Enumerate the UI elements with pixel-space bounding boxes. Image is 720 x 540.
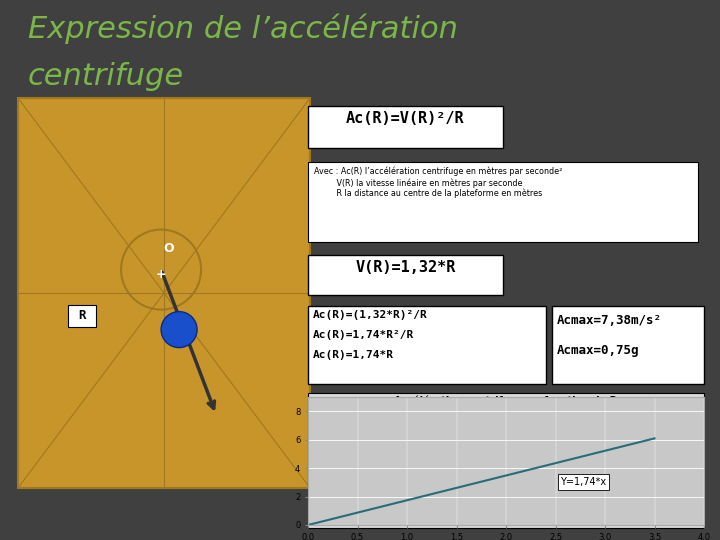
Text: Acmax=0,75g: Acmax=0,75g <box>557 344 639 357</box>
Text: Acmax=7,38m/s²: Acmax=7,38m/s² <box>557 314 662 327</box>
Bar <box>308 106 503 148</box>
Bar <box>552 306 704 384</box>
Text: +: + <box>156 268 166 281</box>
Text: (mètres par seconde au carré): (mètres par seconde au carré) <box>423 409 590 420</box>
Text: Ac(R)=V(R)²/R: Ac(R)=V(R)²/R <box>346 111 465 126</box>
Text: Expression de l’accélération: Expression de l’accélération <box>28 14 458 44</box>
Text: O: O <box>163 241 174 254</box>
Bar <box>308 255 503 295</box>
Text: R: R <box>78 309 86 322</box>
Text: V(R)=1,32*R: V(R)=1,32*R <box>355 260 456 275</box>
Circle shape <box>161 312 197 348</box>
Bar <box>18 98 310 488</box>
Bar <box>68 305 96 327</box>
Text: Ac(R)=1,74*R²/R: Ac(R)=1,74*R²/R <box>313 330 414 340</box>
Text: centrifuge: centrifuge <box>28 62 184 91</box>
Text: Ac(R)=1,74*R: Ac(R)=1,74*R <box>313 350 394 360</box>
Text: Y=1,74*x: Y=1,74*x <box>560 477 606 487</box>
Text: Avec : Ac(R) l’accélération centrifuge en mètres par seconde²
         V(R) la v: Avec : Ac(R) l’accélération centrifuge e… <box>314 167 562 199</box>
Bar <box>308 306 546 384</box>
Bar <box>308 393 704 528</box>
Bar <box>308 162 698 242</box>
Text: Ac(R)=(1,32*R)²/R: Ac(R)=(1,32*R)²/R <box>313 310 428 320</box>
Text: Accélération centrifuge en fonction de R: Accélération centrifuge en fonction de R <box>395 396 618 407</box>
